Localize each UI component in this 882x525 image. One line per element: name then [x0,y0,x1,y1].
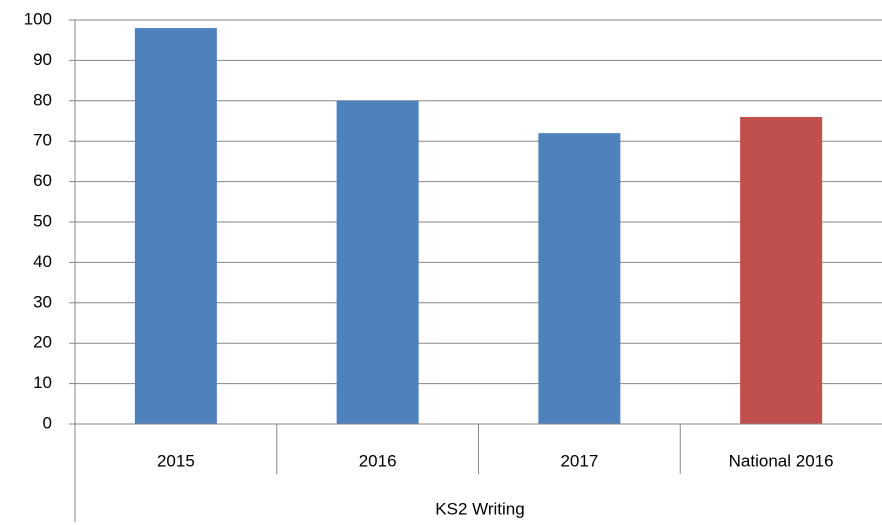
y-tick-label: 50 [33,211,52,230]
x-tick-label: 2015 [157,451,195,470]
y-tick-label: 80 [33,90,52,109]
bar [538,133,621,424]
y-tick-label: 90 [33,50,52,69]
bar [336,100,419,425]
group-label: KS2 Writing [435,499,524,518]
y-tick-label: 40 [33,252,52,271]
y-tick-label: 30 [33,292,52,311]
x-tick-label: 2016 [359,451,397,470]
y-tick-label: 60 [33,171,52,190]
y-tick-label: 10 [33,373,52,392]
y-tick-label: 0 [43,413,52,432]
y-tick-label: 20 [33,333,52,352]
x-tick-label: National 2016 [729,451,834,470]
y-tick-label: 70 [33,131,52,150]
bar [134,28,217,425]
y-tick-label: 100 [24,9,52,28]
x-tick-label: 2017 [560,451,598,470]
bar [740,116,823,425]
